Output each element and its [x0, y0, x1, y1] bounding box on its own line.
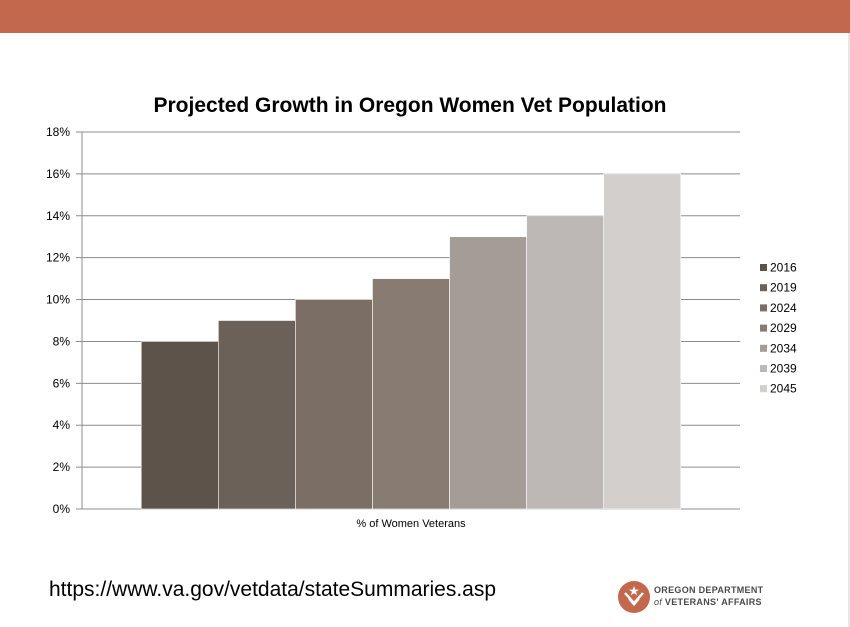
- y-tick-label: 8%: [53, 334, 71, 348]
- y-tick-label: 12%: [46, 251, 70, 265]
- bar-2045: [603, 173, 682, 510]
- y-tick-label: 14%: [46, 209, 70, 223]
- y-tick-label: 6%: [53, 376, 71, 390]
- legend-swatch-2029: [760, 324, 767, 332]
- slide-header-band: [0, 0, 850, 33]
- logo-text-of: of: [654, 597, 663, 607]
- legend-swatch-2039: [760, 365, 767, 372]
- source-url[interactable]: https://www.va.gov/vetdata/stateSummarie…: [49, 578, 497, 601]
- legend-label-2024: 2024: [770, 301, 797, 315]
- y-tick-label: 0%: [53, 502, 71, 516]
- y-tick-label: 18%: [46, 125, 70, 139]
- bar-2039: [526, 215, 604, 510]
- logo-text-line2: of VETERANS' AFFAIRS: [654, 597, 762, 607]
- y-tick-label: 2%: [53, 460, 71, 474]
- bar-chart: 0% 2% 4% 6% 8% 10% 12% 14% 16% 18% % of Women Vete…: [46, 125, 797, 530]
- legend-label-2029: 2029: [770, 321, 797, 335]
- slide-edge: [848, 33, 850, 627]
- bar-2019: [218, 320, 296, 510]
- legend-label-2039: 2039: [770, 362, 797, 376]
- bar-2016: [140, 341, 219, 510]
- legend-swatch-2045: [760, 385, 767, 393]
- chart-title: Projected Growth in Oregon Women Vet Pop…: [153, 94, 667, 117]
- bar-2024: [295, 299, 373, 510]
- y-tick-label: 10%: [46, 293, 70, 307]
- bar-2034: [449, 236, 527, 510]
- oregon-dva-emblem-icon: [618, 581, 650, 613]
- bar-2029: [372, 278, 450, 510]
- y-tick-label: 4%: [53, 418, 71, 432]
- legend-swatch-2019: [760, 284, 767, 292]
- oregon-dva-logo: OREGON DEPARTMENT of VETERANS' AFFAIRS: [617, 580, 777, 614]
- legend-label-2019: 2019: [770, 281, 797, 295]
- logo-text-veterans-affairs: VETERANS' AFFAIRS: [664, 597, 762, 607]
- legend-label-2034: 2034: [770, 341, 797, 355]
- legend-label-2016: 2016: [770, 261, 797, 275]
- x-category-label: % of Women Veterans: [356, 518, 466, 530]
- legend-swatch-2016: [760, 264, 767, 271]
- legend-swatch-2024: [760, 304, 767, 312]
- y-tick-label: 16%: [46, 167, 70, 181]
- legend-swatch-2034: [760, 344, 767, 352]
- legend-label-2045: 2045: [770, 382, 797, 396]
- logo-text-line1: OREGON DEPARTMENT: [654, 585, 764, 595]
